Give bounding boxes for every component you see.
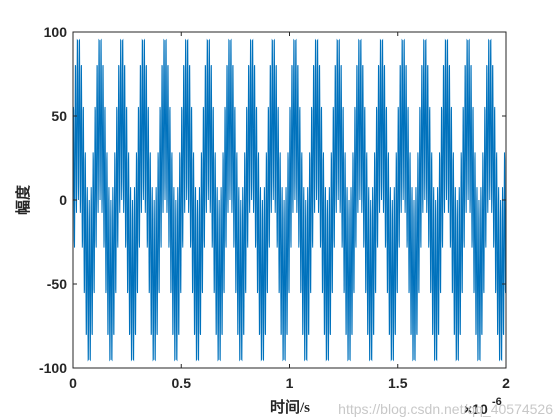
x-tick-label: 2 (502, 375, 510, 391)
x-axis-label: 时间/s (270, 398, 310, 416)
y-tick-label: -50 (47, 276, 67, 292)
y-tick-label: 50 (51, 108, 67, 124)
ticks-layer: 0 0.5 1 1.5 2 -100 -50 0 50 100 (39, 24, 510, 391)
y-axis-label: 幅度 (14, 184, 32, 215)
y-tick-label: 100 (44, 24, 68, 40)
x-tick-label: 0 (69, 375, 77, 391)
series-layer (72, 38, 507, 362)
y-tick-label: -100 (39, 360, 67, 376)
x-tick-label: 0.5 (172, 375, 192, 391)
y-tick-label: 0 (59, 192, 67, 208)
x-tick-label: 1.5 (388, 375, 408, 391)
series-line (72, 38, 507, 362)
x-axis-exponent: -6 (492, 396, 502, 408)
x-axis-multiplier: ×10 (464, 401, 488, 417)
x-tick-label: 1 (286, 375, 294, 391)
watermark: https://blog.csdn.net/qq_40574526 (338, 401, 553, 417)
